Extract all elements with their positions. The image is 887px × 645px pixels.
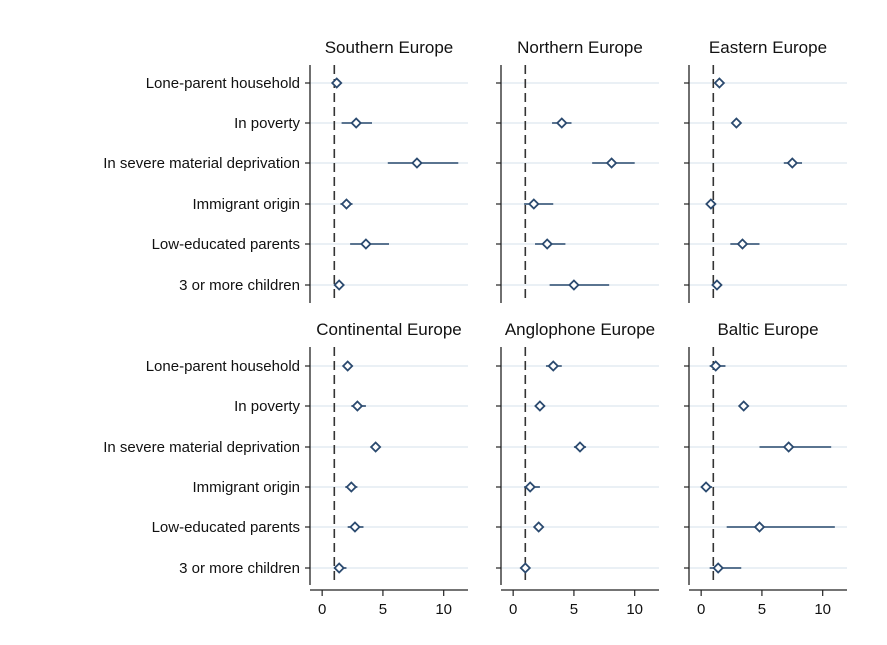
category-label-0-2: In severe material deprivation bbox=[103, 155, 300, 172]
point-estimate-0-0 bbox=[330, 77, 343, 89]
reference-line-layer bbox=[333, 65, 715, 585]
point-estimate-3-3 bbox=[345, 481, 358, 493]
point-estimate-3-5 bbox=[333, 562, 345, 574]
category-label-0-1: In poverty bbox=[234, 115, 300, 132]
point-estimate-1-2 bbox=[605, 157, 618, 169]
point-estimate-5-3 bbox=[700, 481, 712, 493]
point-estimate-5-0 bbox=[709, 360, 722, 372]
point-estimate-4-0 bbox=[547, 360, 560, 372]
x-tick-label-4-1: 5 bbox=[570, 601, 578, 618]
point-estimate-1-3 bbox=[528, 198, 540, 210]
point-estimate-5-1 bbox=[737, 400, 750, 412]
point-estimate-layer bbox=[330, 77, 799, 574]
point-estimate-0-3 bbox=[340, 198, 353, 210]
x-tick-label-5-2: 10 bbox=[814, 601, 831, 618]
x-tick-label-5-0: 0 bbox=[697, 601, 705, 618]
panel-title-1: Northern Europe bbox=[517, 38, 643, 57]
point-estimate-4-3 bbox=[524, 481, 536, 493]
point-estimate-3-4 bbox=[349, 521, 361, 533]
x-tick-label-3-2: 10 bbox=[435, 601, 452, 618]
point-estimate-0-2 bbox=[411, 157, 423, 169]
point-estimate-0-4 bbox=[360, 238, 372, 250]
category-label-3-4: Low-educated parents bbox=[152, 519, 300, 536]
point-estimate-2-5 bbox=[711, 279, 723, 291]
point-estimate-2-2 bbox=[786, 157, 799, 169]
category-label-3-1: In poverty bbox=[234, 398, 300, 415]
panel-title-4: Anglophone Europe bbox=[505, 320, 655, 339]
x-tick-label-3-0: 0 bbox=[318, 601, 326, 618]
x-tick-label-4-0: 0 bbox=[509, 601, 517, 618]
point-estimate-2-4 bbox=[736, 238, 749, 250]
point-estimate-3-0 bbox=[341, 360, 354, 372]
axes-frame-layer bbox=[305, 65, 847, 596]
point-estimate-2-1 bbox=[730, 117, 743, 129]
panel-title-3: Continental Europe bbox=[316, 320, 462, 339]
point-estimate-5-4 bbox=[753, 521, 766, 533]
category-label-0-5: 3 or more children bbox=[179, 277, 300, 294]
point-estimate-3-1 bbox=[351, 400, 364, 412]
point-estimate-4-1 bbox=[534, 400, 546, 412]
category-label-0-4: Low-educated parents bbox=[152, 236, 300, 253]
category-label-3-3: Immigrant origin bbox=[192, 479, 300, 496]
point-estimate-0-5 bbox=[333, 279, 345, 291]
point-estimate-1-5 bbox=[568, 279, 580, 291]
point-estimate-2-3 bbox=[705, 198, 717, 210]
category-label-3-2: In severe material deprivation bbox=[103, 439, 300, 456]
point-estimate-1-4 bbox=[541, 238, 553, 250]
label-layer: Southern Europe Lone-parent household In p… bbox=[103, 38, 831, 618]
point-estimate-2-0 bbox=[713, 77, 726, 89]
point-estimate-4-5 bbox=[519, 562, 532, 574]
point-estimate-4-2 bbox=[574, 441, 586, 453]
point-estimate-5-5 bbox=[712, 562, 724, 574]
x-tick-label-4-2: 10 bbox=[626, 601, 643, 618]
x-tick-label-3-1: 5 bbox=[379, 601, 387, 618]
category-label-0-0: Lone-parent household bbox=[146, 75, 300, 92]
category-label-3-0: Lone-parent household bbox=[146, 358, 300, 375]
point-estimate-3-2 bbox=[369, 441, 382, 453]
point-estimate-1-1 bbox=[555, 117, 568, 129]
panel-title-2: Eastern Europe bbox=[709, 38, 827, 57]
point-estimate-0-1 bbox=[350, 117, 362, 129]
category-label-3-5: 3 or more children bbox=[179, 560, 300, 577]
category-label-0-3: Immigrant origin bbox=[192, 196, 300, 213]
panel-title-5: Baltic Europe bbox=[717, 320, 818, 339]
point-estimate-5-2 bbox=[782, 441, 795, 453]
x-tick-label-5-1: 5 bbox=[758, 601, 766, 618]
panel-title-0: Southern Europe bbox=[325, 38, 454, 57]
point-estimate-4-4 bbox=[532, 521, 545, 533]
